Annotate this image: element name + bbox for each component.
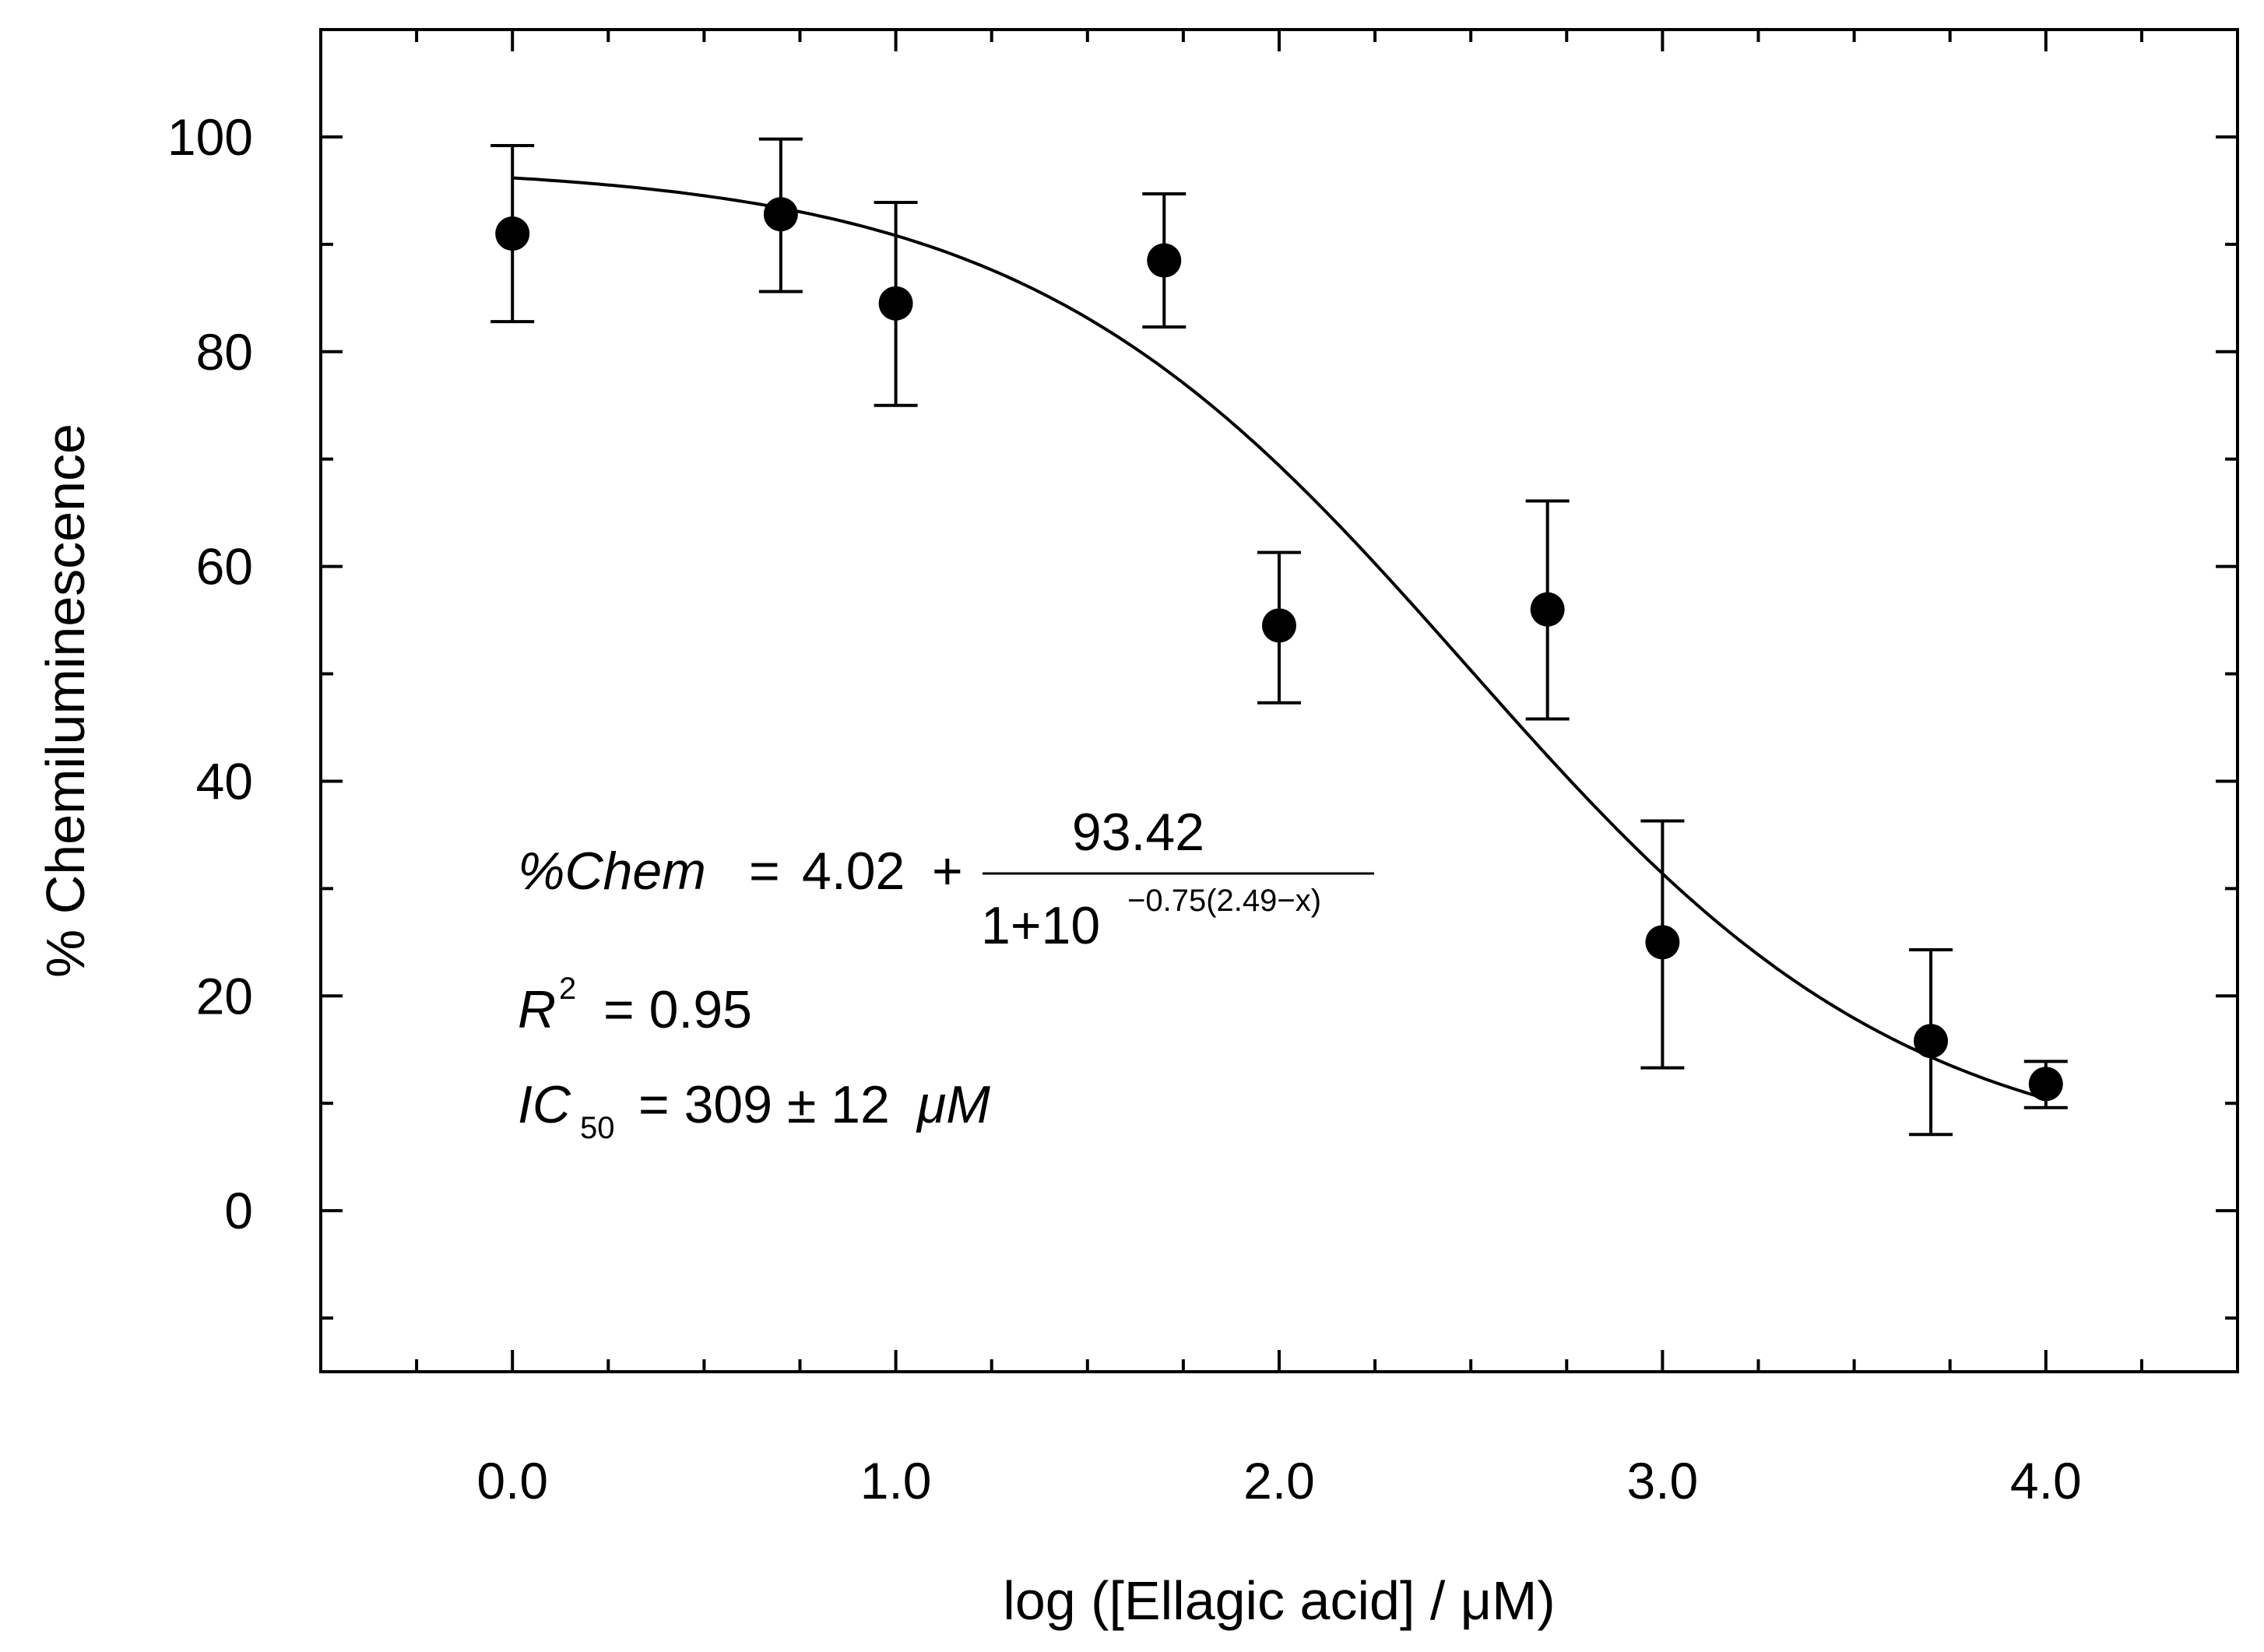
ic50-value: = 309 ± 12 <box>638 1075 890 1134</box>
equation-constant: 4.02 <box>802 842 905 901</box>
equation-lhs: %Chem <box>518 842 706 901</box>
data-point <box>763 197 798 232</box>
x-tick-label: 4.0 <box>2010 1452 2082 1510</box>
equation-equals: = <box>749 842 780 901</box>
x-tick-label: 0.0 <box>476 1452 548 1510</box>
data-points <box>495 197 2063 1102</box>
x-tick-labels: 0.0 1.0 2.0 3.0 4.0 <box>476 1452 2081 1510</box>
fit-equation: %Chem = 4.02 + 93.42 1+10 −0.75(2.49−x) … <box>518 803 1374 1145</box>
y-tick-label: 100 <box>167 108 253 166</box>
equation-exponent: −0.75(2.49−x) <box>1127 884 1321 918</box>
y-tick-label: 80 <box>196 323 253 381</box>
y-ticks <box>321 135 2238 1320</box>
y-tick-label: 0 <box>224 1182 253 1239</box>
ic50-symbol: IC <box>518 1075 571 1134</box>
r-squared-symbol: R <box>518 980 556 1039</box>
equation-denominator: 1+10 <box>981 896 1100 955</box>
equation-numerator: 93.42 <box>1072 803 1204 862</box>
y-tick-label: 20 <box>196 967 253 1025</box>
data-point <box>1262 608 1296 643</box>
data-point <box>1914 1024 1949 1059</box>
x-tick-label: 3.0 <box>1627 1452 1699 1510</box>
ic50-subscript: 50 <box>580 1111 615 1145</box>
data-point <box>2028 1067 2063 1102</box>
y-tick-label: 60 <box>196 538 253 596</box>
y-tick-label: 40 <box>196 752 253 810</box>
equation-plus: + <box>932 842 963 901</box>
data-point <box>1645 925 1680 960</box>
x-tick-label: 2.0 <box>1243 1452 1315 1510</box>
data-point <box>1147 243 1182 278</box>
data-point <box>1530 592 1565 627</box>
r-squared-value: = 0.95 <box>603 980 752 1039</box>
y-tick-labels: 0 20 40 60 80 100 <box>167 108 253 1239</box>
x-axis-label: log ([Ellagic acid] / μM) <box>1003 1570 1555 1631</box>
x-ticks <box>415 30 2239 1372</box>
ic50-unit: μM <box>916 1075 990 1134</box>
data-point <box>495 216 530 251</box>
y-axis-label: % Chemiluminescence <box>35 424 96 978</box>
r-squared-power: 2 <box>559 972 576 1006</box>
data-point <box>878 286 913 321</box>
x-tick-label: 1.0 <box>860 1452 932 1510</box>
